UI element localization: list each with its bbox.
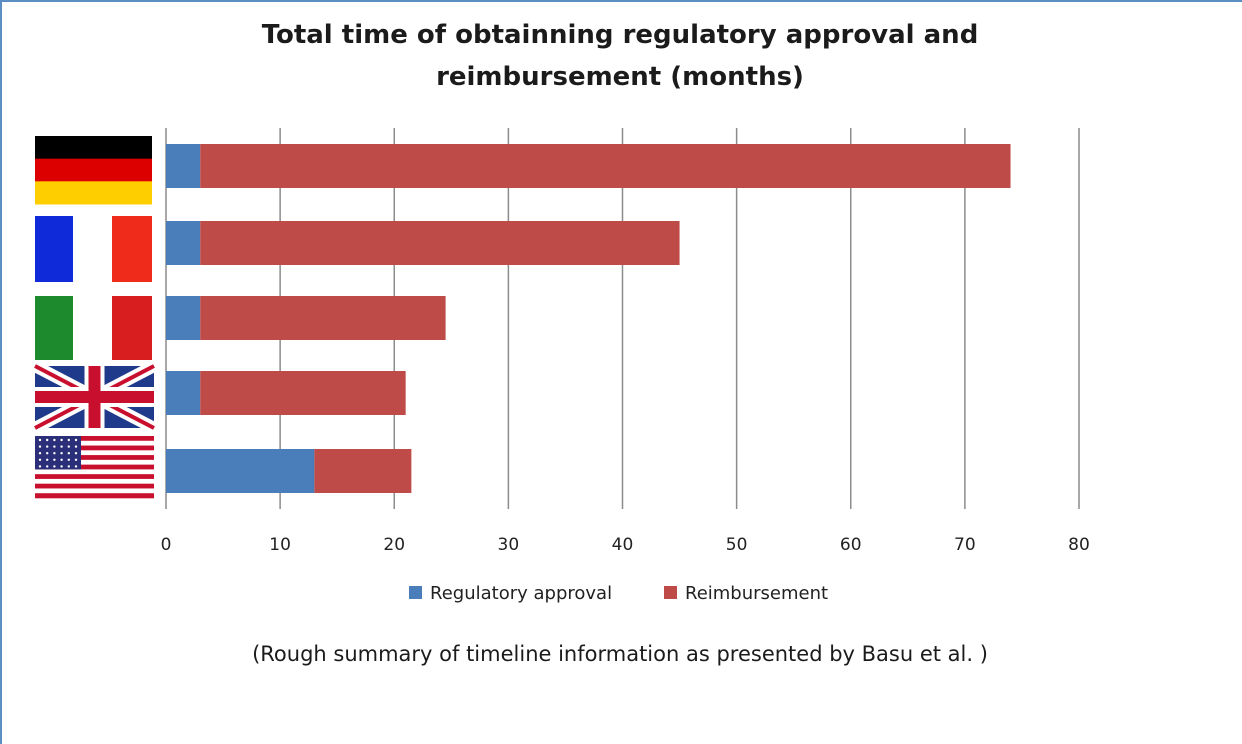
bar-france-reimbursement	[200, 221, 680, 265]
x-tick-label-50: 50	[726, 535, 748, 555]
bar-united-states-reimbursement	[314, 449, 412, 493]
x-tick-label-0: 0	[161, 535, 172, 555]
bars	[166, 144, 1011, 493]
legend: Regulatory approval Reimbursement	[409, 583, 828, 604]
us-flag-icon	[35, 436, 154, 499]
x-tick-label-80: 80	[1068, 535, 1090, 555]
germany-flag-icon	[35, 136, 152, 205]
x-tick-label-70: 70	[954, 535, 976, 555]
x-tick-label-40: 40	[612, 535, 634, 555]
chart-title: Total time of obtainning regulatory appr…	[261, 20, 979, 92]
frame-top-border	[0, 0, 1242, 2]
bar-france-regulatory-approval	[166, 221, 201, 265]
bar-germany-reimbursement	[200, 144, 1011, 188]
legend-label-regulatory-approval: Regulatory approval	[430, 583, 612, 604]
source-footnote: (Rough summary of timeline information a…	[252, 642, 988, 666]
bar-italy-reimbursement	[200, 296, 446, 340]
legend-swatch-reimbursement	[664, 586, 677, 599]
uk-flag-icon	[32, 360, 157, 434]
x-tick-label-60: 60	[840, 535, 862, 555]
italy-flag-icon	[35, 296, 152, 360]
france-flag-icon	[35, 216, 152, 282]
bar-germany-regulatory-approval	[166, 144, 201, 188]
x-tick-label-10: 10	[269, 535, 291, 555]
x-tick-label-30: 30	[498, 535, 520, 555]
frame-left-border	[0, 0, 2, 744]
legend-swatch-regulatory-approval	[409, 586, 422, 599]
bar-united-states-regulatory-approval	[166, 449, 315, 493]
legend-label-reimbursement: Reimbursement	[685, 583, 828, 604]
category-flags	[32, 136, 157, 499]
bar-italy-regulatory-approval	[166, 296, 201, 340]
bar-united-kingdom-regulatory-approval	[166, 371, 201, 415]
gridlines	[165, 128, 1080, 509]
bar-united-kingdom-reimbursement	[200, 371, 406, 415]
x-tick-label-20: 20	[383, 535, 405, 555]
x-axis-ticks: 0 10 20 30 40 50 60 70 80	[161, 535, 1090, 555]
